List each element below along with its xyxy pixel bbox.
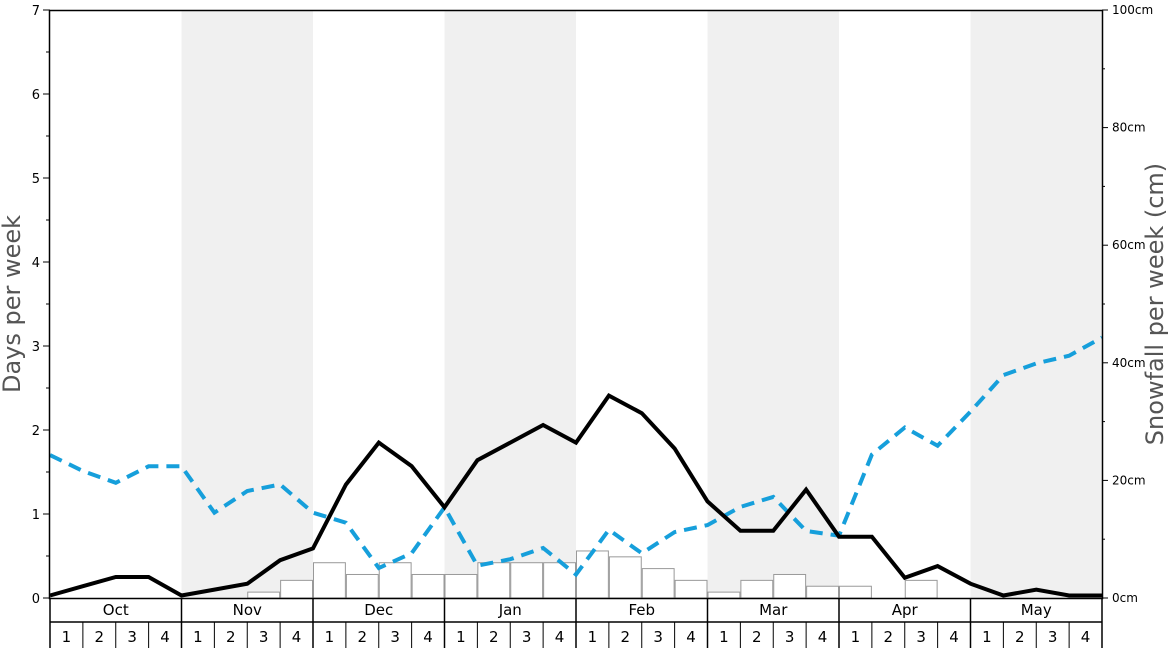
week-label: 1 [62,628,72,646]
week-label: 4 [686,628,696,646]
month-label-mar: Mar [759,601,788,619]
snowfall-bar [378,562,412,599]
snowfall-bar [477,562,511,599]
month-label-oct: Oct [103,601,129,619]
week-label: 3 [916,628,926,646]
month-label-nov: Nov [233,601,262,619]
week-label: 4 [555,628,565,646]
week-label: 1 [193,628,203,646]
month-shade-jan [444,10,576,598]
left-tick-label: 7 [32,4,40,19]
week-label: 2 [489,628,499,646]
week-label: 2 [358,628,368,646]
right-tick-label: 80cm [1112,121,1146,135]
week-label: 3 [1048,628,1058,646]
week-label: 3 [127,628,137,646]
snowfall-bar [576,550,609,599]
right-tick-label: 0cm [1112,591,1138,605]
week-label: 2 [752,628,762,646]
right-axis-title: Snowfall per week (cm) [1141,163,1168,445]
week-label: 2 [226,628,236,646]
snowfall-line [49,335,1103,578]
snowfall-bar [707,591,741,599]
week-label: 2 [95,628,105,646]
month-label-jan: Jan [498,601,522,619]
month-shade-may [970,10,1102,598]
snowfall-bar [904,579,938,599]
right-tick-label: 40cm [1112,356,1146,370]
week-label: 1 [456,628,466,646]
month-shade-mar [707,10,839,598]
right-tick-label: 60cm [1112,238,1146,252]
snowfall-bar [280,579,313,599]
month-shading [181,10,1102,598]
right-axis: 0cm 20cm 40cm 60cm 80cm 100cm [1102,3,1153,605]
week-label: 3 [390,628,400,646]
snowfall-bar [247,591,281,599]
left-tick-label: 3 [32,340,40,355]
right-tick-label: 20cm [1112,473,1146,487]
snowfall-bar [444,573,478,599]
week-label: 4 [160,628,170,646]
month-week-axis: 1 2 3 4 1 2 3 4 1 2 3 4 1 2 3 4 1 2 3 4 1 2 3 4 1 2 3 4 1 2 3 4 Oct Nov De… [49,598,1103,648]
days-per-week-line [49,392,1102,598]
month-shade-nov [181,10,313,598]
left-axis-title: Days per week [0,215,26,393]
snowfall-bar [543,562,576,599]
right-tick-label: 100cm [1112,3,1153,17]
snowfall-bar [674,579,708,599]
month-label-dec: Dec [364,601,393,619]
week-label: 1 [719,628,729,646]
week-label: 4 [423,628,433,646]
week-label: 2 [621,628,631,646]
month-label-may: May [1021,601,1052,619]
week-label: 2 [1015,628,1025,646]
week-label: 1 [982,628,992,646]
left-tick-label: 0 [32,592,40,607]
snowfall-bar [839,585,872,599]
snowfall-bar [510,562,544,599]
week-label: 4 [949,628,959,646]
week-label: 3 [785,628,795,646]
week-label: 1 [588,628,598,646]
week-label: 3 [653,628,663,646]
snowfall-bar [806,585,839,599]
snowfall-bar [608,556,642,599]
snowfall-bar [740,579,774,599]
left-tick-label: 6 [32,88,40,103]
snowfall-bar [773,573,807,599]
left-tick-label: 1 [32,508,40,523]
week-label: 1 [851,628,861,646]
snowfall-bar [313,562,346,599]
left-tick-label: 5 [32,172,40,187]
left-tick-label: 4 [32,256,40,271]
week-label: 2 [884,628,894,646]
week-label: 4 [292,628,302,646]
snowfall-bar [345,573,379,599]
week-label: 1 [325,628,335,646]
left-axis: 0 1 2 3 4 5 6 7 [32,4,50,607]
week-label: 3 [259,628,269,646]
week-label: 4 [818,628,828,646]
left-tick-label: 2 [32,424,40,439]
snowfall-bar [641,568,675,599]
snowfall-bar [411,573,445,599]
month-label-feb: Feb [628,601,655,619]
snowfall-bars [247,550,938,599]
month-label-apr: Apr [892,601,919,619]
week-label: 4 [1081,628,1091,646]
week-label: 3 [522,628,532,646]
